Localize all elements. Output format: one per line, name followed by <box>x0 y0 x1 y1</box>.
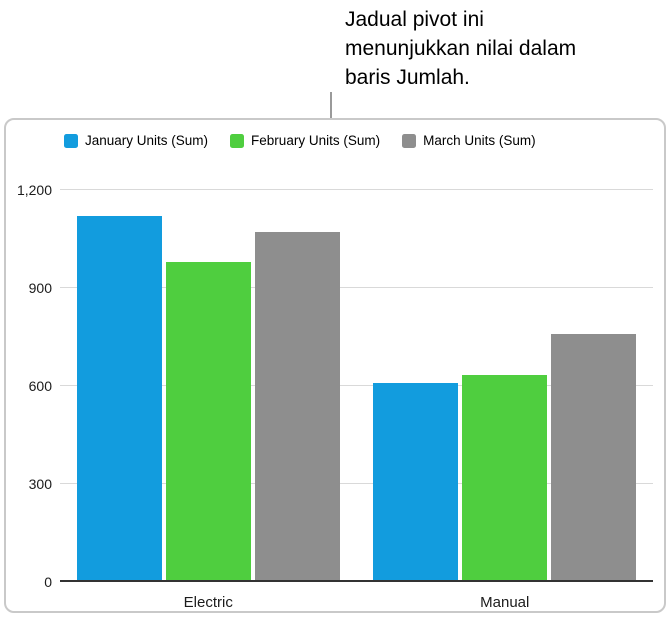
callout-line: menunjukkan nilai dalam <box>345 37 577 60</box>
legend-label: March Units (Sum) <box>423 133 536 148</box>
y-axis-tick-label: 300 <box>28 476 52 492</box>
legend-swatch-icon <box>230 133 245 148</box>
y-axis-tick-label: 1,200 <box>16 182 52 198</box>
bar-january-electric <box>76 216 162 582</box>
y-gridline <box>60 287 653 288</box>
y-axis: 0 300 600 900 1,200 <box>6 182 52 590</box>
callout-text: Jadual pivot ini menunjukkan nilai dalam… <box>345 5 576 92</box>
x-axis-category-label: Manual <box>480 594 530 611</box>
bar-february-manual <box>462 374 548 582</box>
callout-leader-line <box>330 92 332 119</box>
y-gridline <box>60 483 653 484</box>
bar-chart: January Units (Sum) February Units (Sum) M… <box>4 118 666 613</box>
callout-line: baris Jumlah. <box>345 66 470 89</box>
legend-label: January Units (Sum) <box>85 133 209 148</box>
x-axis-baseline <box>60 580 653 582</box>
bar-group-electric <box>60 190 357 582</box>
x-axis-category-label: Electric <box>183 594 233 611</box>
y-axis-tick-label: 0 <box>44 574 52 590</box>
y-axis-tick-label: 900 <box>28 280 52 296</box>
legend-swatch-icon <box>64 133 78 148</box>
legend-item: March Units (Sum) <box>402 133 536 148</box>
callout-line: Jadual pivot ini <box>345 8 484 31</box>
bar-march-electric <box>254 232 340 582</box>
bar-january-manual <box>373 382 459 582</box>
legend-item: January Units (Sum) <box>64 133 208 148</box>
plot-area <box>60 189 653 582</box>
legend-swatch-icon <box>402 133 417 148</box>
y-axis-tick-label: 600 <box>28 378 52 394</box>
legend-item: February Units (Sum) <box>230 133 380 148</box>
legend-label: February Units (Sum) <box>251 133 381 148</box>
bar-february-electric <box>165 261 251 582</box>
bars-container <box>60 190 653 582</box>
bar-group-manual <box>357 190 654 582</box>
y-gridline <box>60 385 653 386</box>
y-gridline <box>60 189 653 190</box>
x-axis: Electric Manual <box>60 594 653 611</box>
chart-legend: January Units (Sum) February Units (Sum) M… <box>64 133 536 148</box>
bar-march-manual <box>551 333 637 582</box>
